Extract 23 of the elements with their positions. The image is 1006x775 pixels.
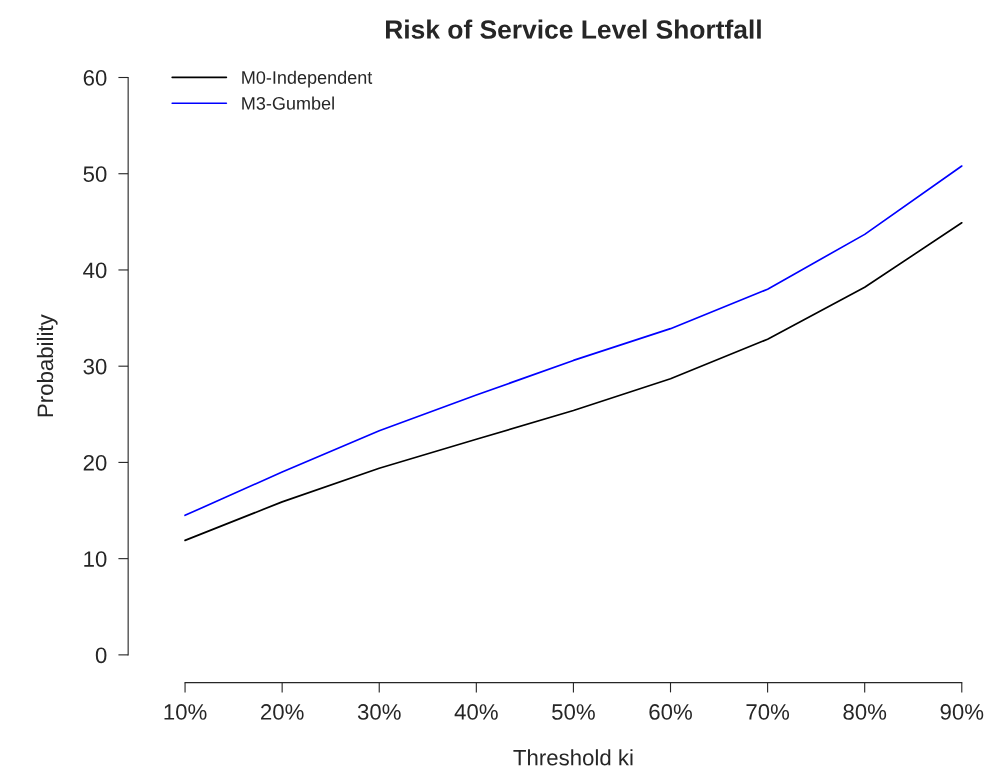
x-tick-label: 30% — [357, 704, 401, 720]
y-tick-label: 10 — [84, 551, 107, 567]
x-axis-title: Threshold ki — [513, 749, 633, 766]
y-tick-label: 60 — [83, 70, 107, 86]
chart-title: Risk of Service Level Shortfall — [386, 19, 761, 39]
y-tick-label: 20 — [83, 454, 107, 471]
x-tick-label: 40% — [454, 704, 498, 720]
legend-label: M3-Gumbel — [242, 96, 334, 110]
y-tick-label: 0 — [95, 647, 107, 664]
line-series — [184, 221, 963, 542]
legend-label: M0-Independent — [242, 70, 373, 88]
y-tick-label: 50 — [83, 166, 107, 182]
x-tick-label: 80% — [843, 704, 887, 720]
x-tick-label: 10% — [164, 704, 207, 720]
x-tick-label: 90% — [940, 704, 984, 720]
x-tick-label: 20% — [261, 704, 304, 720]
y-tick-label: 40 — [83, 262, 107, 279]
y-tick-label: 30 — [83, 358, 107, 375]
x-tick-label: 60% — [649, 704, 692, 720]
y-axis-title: Probability — [36, 314, 58, 417]
x-tick-label: 70% — [746, 704, 790, 720]
line-series — [184, 165, 963, 517]
x-tick-label: 50% — [552, 704, 595, 720]
